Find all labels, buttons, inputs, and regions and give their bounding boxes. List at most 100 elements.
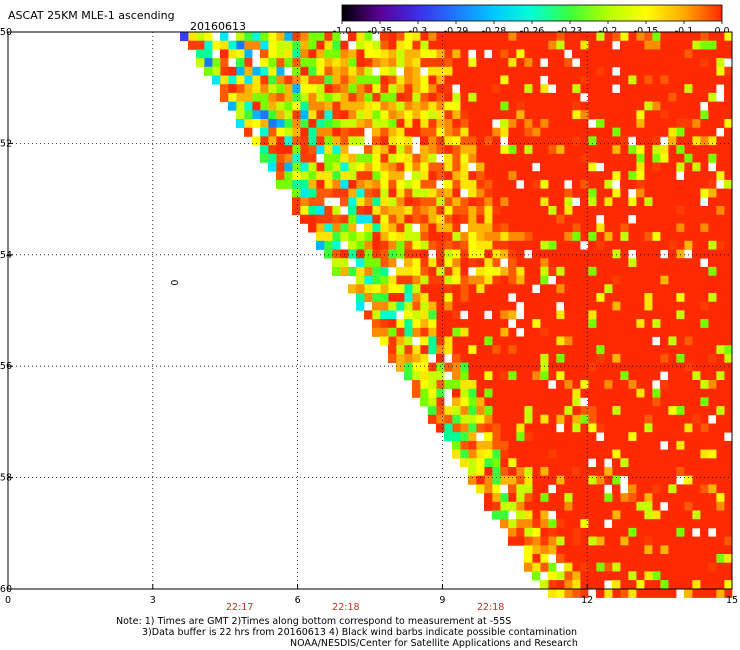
mle-cell bbox=[388, 32, 397, 42]
mle-cell bbox=[508, 345, 517, 355]
mle-cell bbox=[636, 414, 645, 424]
mle-cell bbox=[356, 92, 365, 102]
mle-cell bbox=[564, 92, 573, 102]
mle-cell bbox=[524, 188, 533, 198]
mle-cell bbox=[396, 336, 405, 346]
mle-cell bbox=[684, 232, 693, 242]
mle-cell bbox=[364, 293, 373, 303]
mle-cell bbox=[660, 527, 669, 537]
mle-cell bbox=[460, 440, 469, 450]
mle-cell bbox=[524, 388, 533, 398]
mle-cell bbox=[388, 58, 397, 68]
mle-cell bbox=[452, 179, 461, 189]
mle-cell bbox=[372, 301, 381, 311]
mle-cell bbox=[684, 275, 693, 285]
mle-cell bbox=[700, 66, 709, 76]
mle-cell bbox=[668, 162, 677, 172]
mle-cell bbox=[644, 84, 653, 94]
mle-cell bbox=[420, 101, 429, 111]
mle-cell bbox=[476, 266, 485, 276]
mle-cell bbox=[396, 275, 405, 285]
mle-cell bbox=[500, 519, 509, 529]
mle-cell bbox=[540, 501, 549, 511]
mle-cell bbox=[396, 284, 405, 294]
mle-cell bbox=[476, 284, 485, 294]
mle-cell bbox=[660, 327, 669, 337]
mle-cell bbox=[572, 432, 581, 442]
mle-cell bbox=[500, 249, 509, 259]
mle-cell bbox=[620, 301, 629, 311]
mle-cell bbox=[500, 153, 509, 163]
mle-cell bbox=[252, 40, 261, 50]
mle-cell bbox=[708, 197, 717, 207]
mle-cell bbox=[652, 179, 661, 189]
mle-cell bbox=[572, 484, 581, 494]
mle-cell bbox=[676, 388, 685, 398]
mle-cell bbox=[452, 162, 461, 172]
mle-cell bbox=[700, 423, 709, 433]
mle-cell bbox=[652, 510, 661, 520]
mle-cell bbox=[708, 571, 717, 581]
mle-cell bbox=[596, 49, 605, 59]
mle-cell bbox=[556, 197, 565, 207]
mle-cell bbox=[572, 414, 581, 424]
mle-cell bbox=[612, 162, 621, 172]
mle-cell bbox=[660, 336, 669, 346]
mle-cell bbox=[676, 249, 685, 259]
mle-cell bbox=[420, 249, 429, 259]
mle-cell bbox=[284, 145, 293, 155]
mle-cell bbox=[540, 536, 549, 546]
mle-cell bbox=[476, 345, 485, 355]
mle-cell bbox=[492, 327, 501, 337]
mle-cell bbox=[588, 284, 597, 294]
mle-cell bbox=[532, 66, 541, 76]
mle-cell bbox=[716, 588, 725, 598]
mle-cell bbox=[364, 275, 373, 285]
mle-cell bbox=[724, 484, 733, 494]
mle-cell bbox=[580, 571, 589, 581]
mle-cell bbox=[644, 240, 653, 250]
mle-cell bbox=[644, 545, 653, 555]
mle-cell bbox=[604, 293, 613, 303]
mle-cell bbox=[668, 319, 677, 329]
mle-cell bbox=[660, 380, 669, 390]
mle-cell bbox=[620, 458, 629, 468]
mle-cell bbox=[284, 179, 293, 189]
mle-cell bbox=[444, 223, 453, 233]
mle-cell bbox=[452, 214, 461, 224]
mle-cell bbox=[564, 188, 573, 198]
mle-cell bbox=[332, 110, 341, 120]
mle-cell bbox=[668, 223, 677, 233]
mle-cell bbox=[420, 197, 429, 207]
mle-cell bbox=[524, 258, 533, 268]
mle-cell bbox=[636, 127, 645, 137]
mle-cell bbox=[268, 145, 277, 155]
mle-cell bbox=[604, 406, 613, 416]
mle-cell bbox=[684, 188, 693, 198]
mle-cell bbox=[292, 32, 301, 42]
mle-cell bbox=[468, 414, 477, 424]
mle-cell bbox=[292, 188, 301, 198]
mle-cell bbox=[644, 249, 653, 259]
mle-cell bbox=[724, 171, 733, 181]
mle-cell bbox=[452, 293, 461, 303]
mle-cell bbox=[700, 301, 709, 311]
mle-cell bbox=[484, 266, 493, 276]
mle-cell bbox=[684, 580, 693, 590]
mle-cell bbox=[364, 145, 373, 155]
mle-cell bbox=[468, 275, 477, 285]
mle-cell bbox=[452, 406, 461, 416]
mle-cell bbox=[724, 414, 733, 424]
mle-cell bbox=[388, 49, 397, 59]
mle-cell bbox=[652, 127, 661, 137]
mle-cell bbox=[532, 145, 541, 155]
mle-cell bbox=[564, 545, 573, 555]
mle-cell bbox=[404, 336, 413, 346]
mle-cell bbox=[340, 188, 349, 198]
mle-cell bbox=[452, 327, 461, 337]
mle-cell bbox=[660, 214, 669, 224]
mle-cell bbox=[468, 293, 477, 303]
mle-cell bbox=[620, 32, 629, 42]
mle-cell bbox=[580, 197, 589, 207]
mle-cell bbox=[556, 501, 565, 511]
